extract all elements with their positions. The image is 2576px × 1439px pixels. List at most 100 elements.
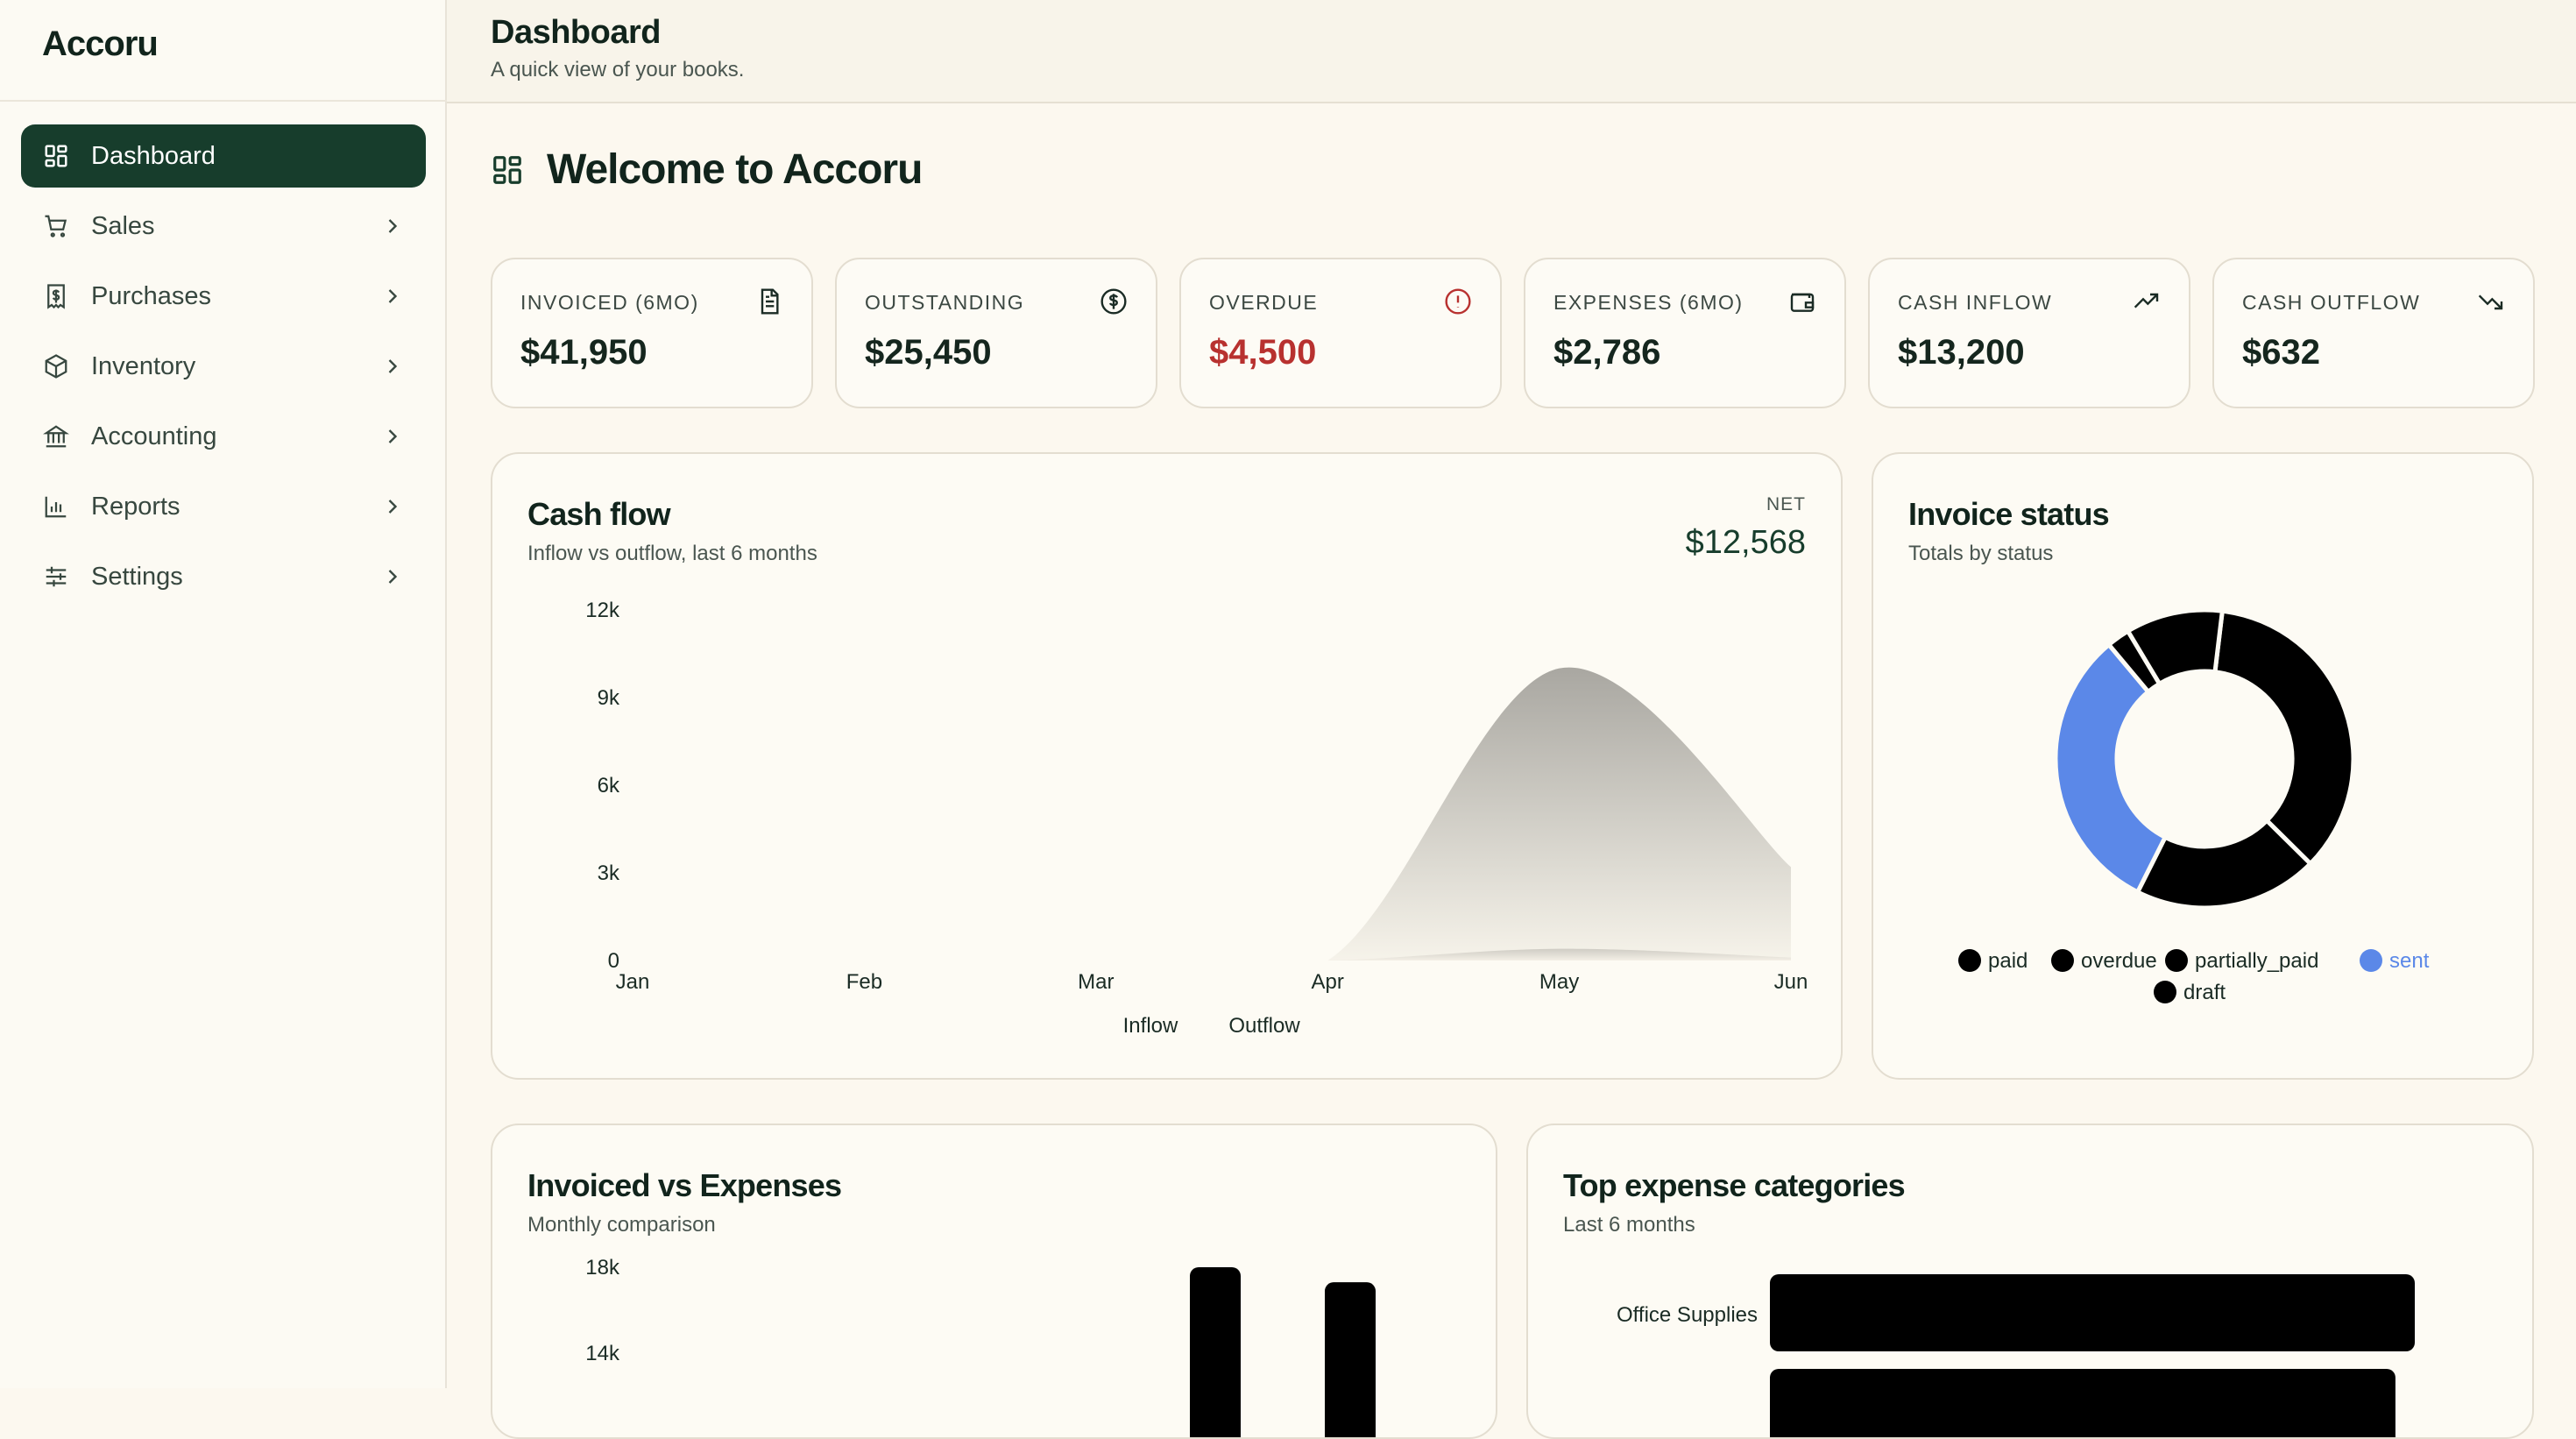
sidebar-item-reports[interactable]: Reports (21, 475, 426, 538)
kpi-value: $632 (2242, 333, 2320, 372)
chevron-right-icon (388, 359, 398, 373)
sidebar-item-label: Sales (91, 211, 155, 240)
x-tick-label: Jun (1774, 970, 1808, 994)
legend-label: sent (2389, 949, 2430, 973)
kpi-expenses[interactable]: EXPENSES (6MO) $2,786 (1524, 258, 1846, 408)
wallet-icon (1790, 293, 1815, 312)
x-tick-label: Jan (616, 970, 650, 994)
kpi-outstanding[interactable]: OUTSTANDING $25,450 (835, 258, 1157, 408)
welcome-heading: Welcome to Accoru (491, 145, 923, 194)
invoiced-vs-expenses-chart: 18k 14k (585, 1256, 1376, 1437)
kpi-value: $4,500 (1209, 333, 1317, 372)
kpi-overdue[interactable]: OVERDUE $4,500 (1179, 258, 1502, 408)
sidebar-item-label: Inventory (91, 351, 196, 380)
kpi-value: $25,450 (865, 333, 992, 372)
dollar-circle-icon (1100, 288, 1127, 315)
card-subtitle: Inflow vs outflow, last 6 months (527, 542, 817, 565)
bar-chart-icon (42, 493, 70, 521)
kpi-value: $13,200 (1898, 333, 2025, 372)
alert-circle-icon (1445, 288, 1471, 315)
card-subtitle: Monthly comparison (527, 1213, 716, 1237)
donut-slice (2053, 642, 2169, 896)
legend-label: paid (1988, 949, 2028, 973)
page-subtitle: A quick view of your books. (491, 58, 745, 82)
sidebar-item-inventory[interactable]: Inventory (21, 335, 426, 398)
top-expenses-chart: Office Supplies (1617, 1274, 2415, 1437)
trending-up-icon (2134, 293, 2159, 308)
cashflow-card: Cash flow Inflow vs outflow, last 6 mont… (491, 452, 1843, 1080)
sidebar-item-label: Reports (91, 492, 180, 521)
sidebar-item-dashboard[interactable]: Dashboard (21, 124, 426, 188)
kpi-label: OUTSTANDING (865, 291, 1025, 314)
kpi-label: EXPENSES (6MO) (1553, 291, 1744, 314)
box-icon (42, 352, 70, 380)
legend-swatch (1958, 949, 1981, 972)
sidebar-nav: Dashboard Sales Purchases Inventory (21, 124, 426, 615)
x-tick-label: May (1539, 970, 1579, 994)
bank-icon (42, 422, 70, 450)
x-tick-label: Mar (1078, 970, 1114, 994)
kpi-cash-inflow[interactable]: CASH INFLOW $13,200 (1868, 258, 2190, 408)
sliders-icon (42, 563, 70, 591)
card-subtitle: Totals by status (1908, 542, 2054, 565)
top-expenses-card: Top expense categories Last 6 months Off… (1526, 1124, 2534, 1439)
y-tick-label: 14k (585, 1342, 620, 1365)
chevron-right-icon (388, 289, 398, 303)
invoiced-vs-expenses-card: Invoiced vs Expenses Monthly comparison … (491, 1124, 1497, 1439)
page-header: Dashboard A quick view of your books. (447, 0, 2576, 103)
bar (1325, 1282, 1376, 1437)
area-inflow (633, 667, 1791, 961)
receipt-icon (42, 282, 70, 310)
y-tick-label: 6k (598, 774, 620, 797)
kpi-invoiced[interactable]: INVOICED (6MO) $41,950 (491, 258, 813, 408)
page-title: Dashboard (491, 14, 661, 51)
category-label: Office Supplies (1617, 1303, 1758, 1327)
kpi-label: CASH INFLOW (1898, 291, 2053, 314)
cart-icon (42, 212, 70, 240)
sidebar-item-label: Dashboard (91, 141, 216, 170)
sidebar-item-label: Accounting (91, 422, 217, 450)
legend-swatch (2051, 949, 2074, 972)
x-tick-label: Apr (1312, 970, 1344, 994)
legend-label: overdue (2081, 949, 2157, 973)
bar (1190, 1267, 1241, 1437)
trending-down-icon (2478, 294, 2503, 310)
kpi-cash-outflow[interactable]: CASH OUTFLOW $632 (2212, 258, 2535, 408)
dashboard-icon (493, 155, 521, 184)
kpi-label: CASH OUTFLOW (2242, 291, 2421, 314)
donut-slice (2212, 608, 2356, 868)
net-value: $12,568 (1685, 524, 1806, 561)
legend-swatch (2154, 981, 2176, 1003)
sidebar-item-settings[interactable]: Settings (21, 545, 426, 608)
card-title: Invoiced vs Expenses (527, 1167, 842, 1203)
card-title: Invoice status (1908, 496, 2110, 532)
sidebar-item-label: Settings (91, 562, 183, 591)
donut-slice (2125, 607, 2226, 687)
sidebar-item-sales[interactable]: Sales (21, 195, 426, 258)
dashboard-icon (42, 142, 70, 170)
kpi-label: OVERDUE (1209, 291, 1319, 314)
chevron-right-icon (388, 429, 398, 443)
bar (1770, 1274, 2415, 1351)
card-title: Cash flow (527, 496, 671, 532)
legend-label: Inflow (1123, 1014, 1178, 1038)
y-tick-label: 18k (585, 1256, 620, 1280)
y-tick-label: 9k (598, 686, 620, 710)
card-subtitle: Last 6 months (1563, 1213, 1695, 1237)
legend-swatch (2360, 949, 2382, 972)
sidebar-item-purchases[interactable]: Purchases (21, 265, 426, 328)
welcome-title: Welcome to Accoru (547, 146, 923, 193)
chevron-right-icon (388, 219, 398, 233)
kpi-value: $41,950 (520, 333, 648, 372)
brand-logo: Accoru (42, 25, 159, 63)
legend-label: draft (2183, 981, 2226, 1004)
document-icon (761, 288, 779, 315)
y-tick-label: 0 (608, 949, 619, 973)
sidebar-item-label: Purchases (91, 281, 212, 310)
invoice-status-chart: paid overdue partially_paid sent draft (1958, 607, 2430, 1004)
legend-label: Outflow (1228, 1014, 1300, 1038)
sidebar: Accoru Dashboard Sales Purchases (0, 0, 447, 1388)
chevron-right-icon (388, 500, 398, 514)
net-label: NET (1766, 494, 1806, 514)
sidebar-item-accounting[interactable]: Accounting (21, 405, 426, 468)
